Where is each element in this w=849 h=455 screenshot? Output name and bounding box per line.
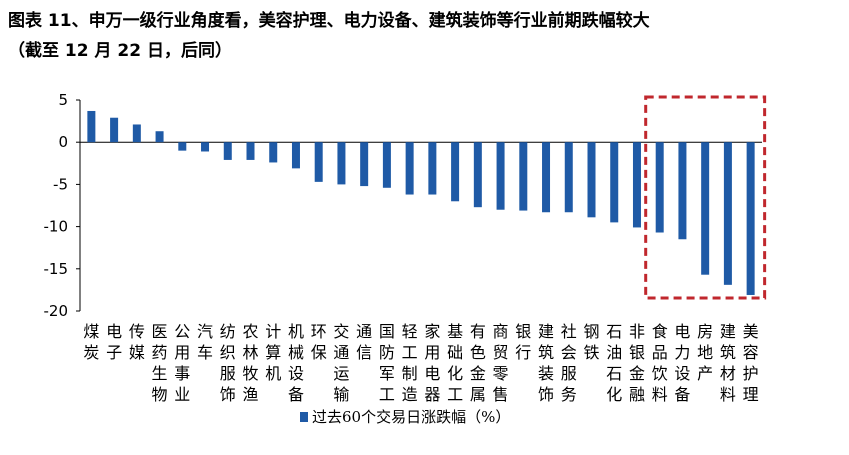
category-label: 传媒 xyxy=(129,322,145,362)
y-tick-label: -5 xyxy=(53,175,68,193)
bar xyxy=(428,142,437,195)
category-label: 电子 xyxy=(106,322,122,362)
category-label: 家用电器 xyxy=(424,322,440,404)
y-tick-label: -10 xyxy=(44,218,69,236)
category-label: 钢铁 xyxy=(583,322,599,362)
axis-layer: 5 0 -5 -10 -15 -20 xyxy=(44,91,762,320)
category-label: 机械设备 xyxy=(288,322,304,404)
bar xyxy=(132,124,141,143)
bar xyxy=(178,142,187,151)
category-label: 电力设备 xyxy=(674,322,690,404)
bar xyxy=(269,142,278,163)
bar xyxy=(701,142,710,275)
category-label: 非银金融 xyxy=(629,322,645,404)
bar xyxy=(223,142,232,160)
bar xyxy=(655,142,664,233)
category-label: 美容护理 xyxy=(743,322,759,404)
bar xyxy=(382,142,391,188)
bar xyxy=(451,142,460,202)
category-label: 石油石化 xyxy=(606,322,622,404)
y-tick-label: -20 xyxy=(44,302,69,320)
chart-title-line-2: （截至 12 月 22 日，后同） xyxy=(8,41,232,61)
category-label: 房地产 xyxy=(697,322,713,383)
bar xyxy=(405,142,414,195)
category-label: 计算机 xyxy=(265,322,281,383)
category-label: 轻工制造 xyxy=(402,322,418,404)
bar xyxy=(496,142,505,210)
category-label: 纺织服饰 xyxy=(220,322,236,404)
category-labels: 煤炭电子传媒医药生物公用事业汽车纺织服饰农林牧渔计算机机械设备环保交通运输通信国… xyxy=(83,322,758,404)
bar xyxy=(201,142,210,152)
category-label: 交通运输 xyxy=(333,322,349,404)
bar xyxy=(473,142,482,208)
bar xyxy=(291,142,300,169)
category-label: 汽车 xyxy=(197,322,213,362)
chart-title-line-1: 图表 11、申万一级行业角度看，美容护理、电力设备、建筑装饰等行业前期跌幅较大 xyxy=(8,11,650,31)
category-label: 食品饮料 xyxy=(652,322,668,404)
category-label: 社会服务 xyxy=(561,322,577,404)
bar xyxy=(610,142,619,223)
bar xyxy=(723,142,732,285)
bar xyxy=(542,142,551,213)
y-tick-label: 0 xyxy=(58,133,68,151)
category-label: 银行 xyxy=(515,322,531,362)
category-label: 建筑装饰 xyxy=(538,322,554,404)
y-tick-label: -15 xyxy=(44,260,69,278)
bar xyxy=(246,142,255,160)
y-tick-label: 5 xyxy=(58,91,68,109)
category-label: 有色金属 xyxy=(470,322,486,404)
bar xyxy=(337,142,346,185)
category-label: 公用事业 xyxy=(174,322,190,404)
bar xyxy=(519,142,528,211)
bar xyxy=(360,142,369,187)
category-label: 通信 xyxy=(356,322,372,362)
bar xyxy=(314,142,323,182)
category-label: 农林牧渔 xyxy=(242,322,258,404)
category-label: 商贸零售 xyxy=(493,322,509,404)
bar xyxy=(632,142,641,228)
bar xyxy=(110,117,119,143)
bar xyxy=(155,131,164,143)
highlight-box xyxy=(644,95,767,300)
category-label: 建筑材料 xyxy=(720,322,736,404)
bars-layer xyxy=(87,110,755,295)
legend: 过去60个交易日涨跌幅（%） xyxy=(300,408,510,426)
legend-swatch xyxy=(300,412,308,422)
category-label: 国防军工 xyxy=(379,322,395,404)
category-label: 环保 xyxy=(311,322,327,362)
highlight-layer xyxy=(644,95,767,300)
bar xyxy=(587,142,596,218)
bar xyxy=(564,142,573,213)
bar xyxy=(87,110,96,143)
legend-label: 过去60个交易日涨跌幅（%） xyxy=(312,408,510,426)
category-label: 煤炭 xyxy=(83,322,99,362)
category-label: 基础化工 xyxy=(447,322,463,404)
bar xyxy=(746,142,755,295)
bar xyxy=(678,142,687,240)
chart-title: 图表 11、申万一级行业角度看，美容护理、电力设备、建筑装饰等行业前期跌幅较大 … xyxy=(8,6,843,66)
category-label: 医药生物 xyxy=(152,322,168,404)
